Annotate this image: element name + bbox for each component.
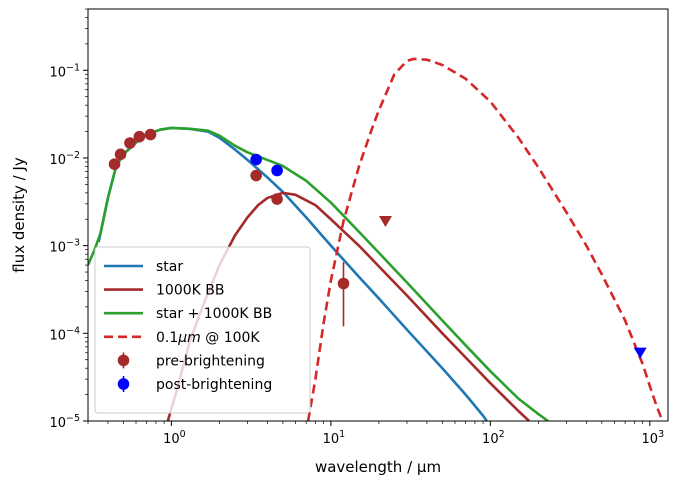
x-tick-labels: 100 101 102 103	[163, 429, 664, 447]
data-point-0-0	[108, 158, 121, 170]
upper-limit-marker-1	[633, 347, 647, 359]
legend-label-2: star + 1000K BB	[156, 306, 272, 322]
data-point-0-3	[133, 130, 146, 143]
x-tick-label: 101	[323, 429, 346, 447]
x-axis-label: wavelength / μm	[315, 458, 441, 476]
y-tick-label: 10−5	[49, 413, 80, 431]
data-point-0-6	[271, 193, 283, 205]
legend-label-points-1: post-brightening	[156, 377, 272, 393]
data-point-1-1	[271, 164, 283, 177]
legend-label-0: star	[156, 259, 183, 275]
legend-marker-0	[117, 354, 130, 367]
legend-marker-1	[117, 378, 130, 390]
data-point-0-5	[250, 169, 262, 182]
x-tick-label: 102	[482, 429, 505, 447]
legend-box	[94, 246, 311, 414]
series-line-3	[306, 57, 664, 421]
upper-limit-marker-0	[378, 216, 392, 228]
series-line-2	[88, 126, 549, 421]
y-tick-label: 10−1	[49, 62, 80, 80]
data-point-0-4	[144, 128, 157, 141]
data-point-0-2	[124, 137, 136, 149]
x-tick-label: 103	[642, 429, 665, 447]
legend-label-1: 1000K BB	[156, 283, 224, 299]
y-tick-label: 10−4	[49, 325, 80, 343]
legend-label-3: 0.1μm @ 100K	[156, 330, 260, 346]
y-tick-label: 10−2	[49, 150, 80, 168]
legend-label-points-0: pre-brightening	[156, 353, 265, 369]
y-tick-labels: 10−5 10−4 10−3 10−2 10−1	[49, 62, 80, 431]
plot-frame	[87, 8, 669, 422]
x-tick-label: 100	[163, 429, 186, 447]
data-point-0-1	[114, 148, 127, 161]
data-point-1-0	[250, 153, 262, 166]
data-point-0-7	[337, 277, 350, 290]
y-axis-label: flux density / Jy	[10, 157, 28, 273]
legend: star 1000K BB star + 1000K BB 0.1μm @ 100K p…	[94, 246, 311, 414]
data-markers	[108, 128, 647, 359]
y-tick-label: 10−3	[49, 238, 80, 256]
